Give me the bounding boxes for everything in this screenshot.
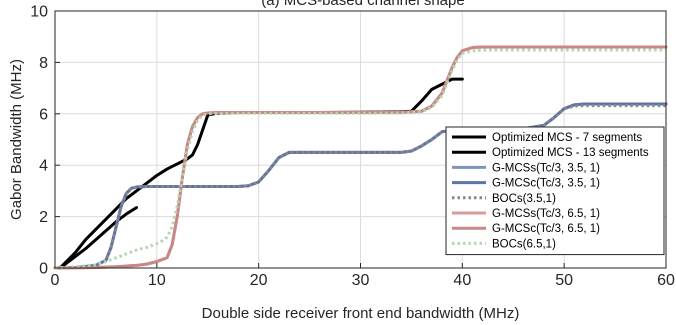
- legend-label: G-MCSs(Tc/3, 6.5, 1): [492, 208, 600, 220]
- y-tick-label: 6: [39, 106, 48, 123]
- x-tick-label: 60: [657, 272, 675, 289]
- series-line-4: [53, 102, 668, 270]
- legend-box: [445, 126, 665, 256]
- legend-label: G-MCSc(Tc/3, 3.5, 1): [492, 178, 600, 190]
- x-tick-label: 40: [453, 272, 471, 289]
- x-tick-label: 30: [352, 272, 370, 289]
- x-tick-label: 20: [250, 272, 268, 289]
- y-tick-label: 4: [39, 158, 48, 175]
- y-tick-label: 2: [39, 209, 48, 226]
- x-tick-label: 50: [555, 272, 573, 289]
- x-axis-label: Double side receiver front end bandwidth…: [202, 305, 520, 322]
- legend-label: Optimized MCS - 7 segments: [492, 132, 642, 144]
- chart-title: (a) MCS-based channel shape: [261, 0, 464, 9]
- series-layer: [53, 45, 668, 270]
- legend-label: G-MCSc(Tc/3, 6.5, 1): [492, 223, 600, 235]
- x-tick-label: 0: [51, 272, 60, 289]
- y-tick-label: 0: [39, 261, 48, 278]
- y-tick-label: 8: [39, 55, 48, 72]
- legend-label: BOCs(6.5,1): [492, 238, 556, 250]
- axis-ticks: 0 10 20 30 40 50 60 0 2 4 6 8 10: [30, 4, 675, 290]
- legend: Optimized MCS - 7 segments Optimized MCS …: [445, 126, 665, 256]
- series-line-2: [58, 77, 464, 270]
- x-tick-label: 10: [148, 272, 166, 289]
- legend-label: Optimized MCS - 13 segments: [492, 147, 649, 159]
- series-line-1: [58, 206, 138, 270]
- y-tick-label: 10: [30, 4, 48, 21]
- legend-label: BOCs(3.5,1): [492, 193, 556, 205]
- legend-label: G-MCSs(Tc/3, 3.5, 1): [492, 162, 600, 174]
- y-axis-label: Gabor Bandwidth (MHz): [8, 59, 25, 220]
